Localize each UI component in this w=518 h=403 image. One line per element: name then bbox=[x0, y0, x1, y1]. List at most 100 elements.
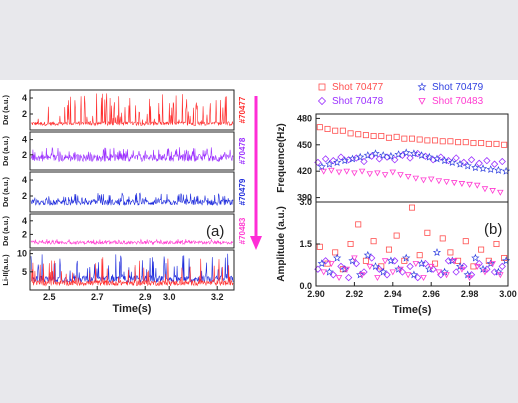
data-point bbox=[351, 170, 358, 177]
data-point bbox=[397, 266, 404, 273]
data-point bbox=[370, 238, 377, 245]
data-point bbox=[340, 156, 349, 165]
data-point bbox=[466, 181, 473, 188]
data-point bbox=[498, 262, 506, 271]
data-point bbox=[412, 261, 420, 268]
y-tick-label: 4 bbox=[22, 216, 27, 226]
data-point bbox=[402, 253, 411, 262]
y-axis-label: Li-II(a.u.) bbox=[1, 254, 10, 286]
data-point bbox=[408, 135, 415, 142]
data-point bbox=[332, 249, 339, 256]
y-axis-label: Amplitude (a.u.) bbox=[276, 206, 287, 282]
data-point bbox=[427, 263, 435, 270]
data-point bbox=[394, 150, 403, 158]
data-point bbox=[394, 264, 403, 273]
data-point bbox=[455, 139, 462, 146]
data-point bbox=[371, 149, 380, 158]
figure-panel: 2 4 Dα (a.u.) #70477 2 4 Dα (a.u.) #70478 2 4 Dα (… bbox=[0, 80, 518, 320]
trace-row: 2 4 Dα (a.u.) #70478 bbox=[1, 131, 247, 171]
y-tick-label: 0.0 bbox=[299, 281, 312, 291]
y-tick-label: 5 bbox=[22, 267, 27, 277]
data-point bbox=[370, 133, 377, 140]
data-point bbox=[475, 259, 483, 268]
data-point bbox=[501, 141, 508, 148]
data-point bbox=[356, 270, 365, 279]
data-point bbox=[417, 151, 426, 159]
shot-label: #70479 bbox=[238, 178, 247, 205]
data-point bbox=[402, 148, 411, 157]
y-tick-label: 4 bbox=[22, 135, 27, 145]
data-point bbox=[328, 167, 335, 174]
data-point bbox=[337, 262, 345, 271]
data-point bbox=[475, 159, 483, 167]
data-point bbox=[420, 177, 427, 184]
y-axis-label: Dα (a.u.) bbox=[1, 135, 10, 166]
data-point bbox=[363, 250, 372, 259]
data-point bbox=[317, 162, 326, 171]
data-point bbox=[393, 232, 400, 239]
data-point bbox=[381, 172, 389, 179]
data-point bbox=[335, 275, 343, 282]
trace-line bbox=[30, 146, 234, 163]
data-point bbox=[494, 165, 503, 174]
data-point bbox=[409, 270, 419, 279]
data-point bbox=[344, 273, 353, 282]
data-point bbox=[478, 246, 485, 253]
data-point bbox=[440, 156, 449, 165]
data-point bbox=[386, 151, 395, 160]
data-point bbox=[471, 163, 480, 172]
data-point bbox=[481, 269, 489, 276]
trace-line bbox=[30, 93, 234, 127]
data-point bbox=[498, 157, 506, 166]
data-point bbox=[362, 132, 369, 139]
data-point bbox=[424, 229, 431, 236]
figure-svg: 2 4 Dα (a.u.) #70477 2 4 Dα (a.u.) #70478 2 4 Dα (… bbox=[1, 82, 517, 316]
data-point bbox=[333, 253, 342, 262]
data-point bbox=[439, 138, 446, 145]
data-point bbox=[447, 138, 454, 145]
data-point bbox=[435, 269, 443, 276]
trace-row: 2 4 Dα (a.u.) #70483 bbox=[1, 213, 247, 249]
data-point bbox=[432, 248, 442, 256]
data-point bbox=[470, 140, 477, 147]
data-point bbox=[458, 266, 466, 273]
scatter-plot: 0.0 1.5 3.0 Amplitude (a.u.) 2.90 2.92 2.94 2.9… bbox=[276, 197, 517, 316]
legend-label: Shot 70477 bbox=[332, 82, 384, 93]
x-tick-label: 2.90 bbox=[307, 289, 325, 299]
data-point bbox=[381, 258, 389, 265]
data-point bbox=[335, 169, 343, 176]
data-point bbox=[374, 275, 381, 282]
data-point bbox=[404, 173, 412, 180]
data-point bbox=[439, 235, 446, 242]
data-point bbox=[481, 186, 489, 193]
data-point bbox=[389, 169, 397, 176]
data-point bbox=[443, 272, 450, 279]
data-point bbox=[474, 182, 481, 189]
arrow-head bbox=[250, 236, 262, 250]
data-point bbox=[378, 133, 385, 140]
data-point bbox=[493, 240, 500, 247]
data-point bbox=[478, 164, 488, 173]
data-point bbox=[489, 188, 496, 194]
x-axis-label: Time(s) bbox=[113, 303, 152, 315]
data-point bbox=[416, 136, 423, 143]
data-point bbox=[437, 153, 445, 161]
y-tick-label: 390 bbox=[297, 193, 312, 203]
data-point bbox=[486, 259, 495, 268]
data-point bbox=[401, 135, 408, 142]
data-point bbox=[448, 256, 457, 265]
scatter-plot: 390 420 450 480 Frequence(Hz) bbox=[276, 113, 511, 203]
x-tick-label: 2.7 bbox=[91, 292, 104, 302]
y-tick-label: 480 bbox=[297, 113, 312, 123]
data-point bbox=[417, 82, 427, 91]
data-point bbox=[385, 134, 392, 141]
data-point bbox=[478, 140, 485, 147]
x-tick-label: 2.96 bbox=[422, 289, 440, 299]
data-point bbox=[497, 189, 504, 196]
data-point bbox=[443, 179, 450, 186]
data-point bbox=[462, 238, 469, 245]
legend: Shot 70477 Shot 70479 Shot 70478 Shot 70483 bbox=[317, 82, 484, 107]
data-point bbox=[389, 269, 397, 276]
row-frame bbox=[29, 131, 235, 171]
data-point bbox=[432, 260, 439, 267]
